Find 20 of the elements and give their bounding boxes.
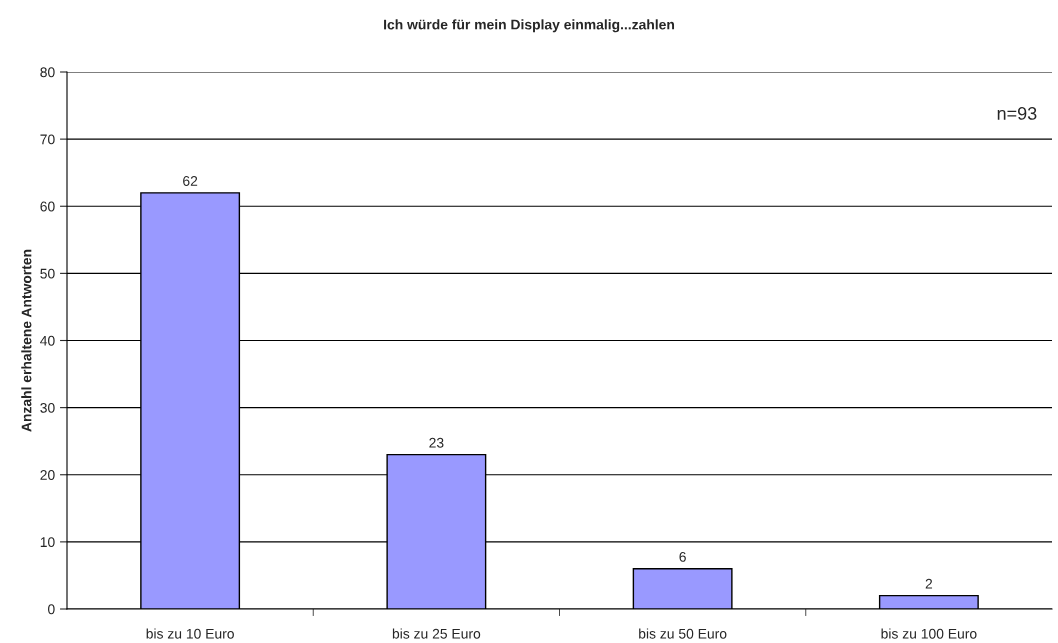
annotation: n=93	[997, 107, 1037, 120]
chart-title: Ich würde für mein Display einmalig...zahlen	[384, 19, 675, 33]
x-tick-label: bis zu 10 Euro	[146, 628, 234, 639]
data-label: 2	[925, 578, 933, 589]
y-tick-label: 70	[40, 134, 55, 145]
y-tick-label: 0	[48, 604, 55, 615]
y-tick-label: 20	[40, 470, 55, 480]
y-tick-label: 80	[40, 67, 55, 78]
y-tick-label: 60	[40, 201, 55, 212]
data-label: 6	[679, 551, 686, 562]
data-label: 23	[429, 437, 444, 448]
data-label: 62	[183, 176, 198, 186]
y-tick-label: 40	[40, 335, 55, 346]
x-tick-label: bis zu 100 Euro	[881, 628, 977, 639]
y-tick-label: 10	[40, 537, 55, 548]
y-tick-label: 30	[40, 402, 55, 413]
y-axis-title: Anzahl erhaltene Antworten	[21, 249, 32, 432]
x-tick-label: bis zu 25 Euro	[392, 628, 481, 639]
y-tick-label: 50	[40, 268, 55, 279]
x-tick-label: bis zu 50 Euro	[639, 628, 727, 639]
